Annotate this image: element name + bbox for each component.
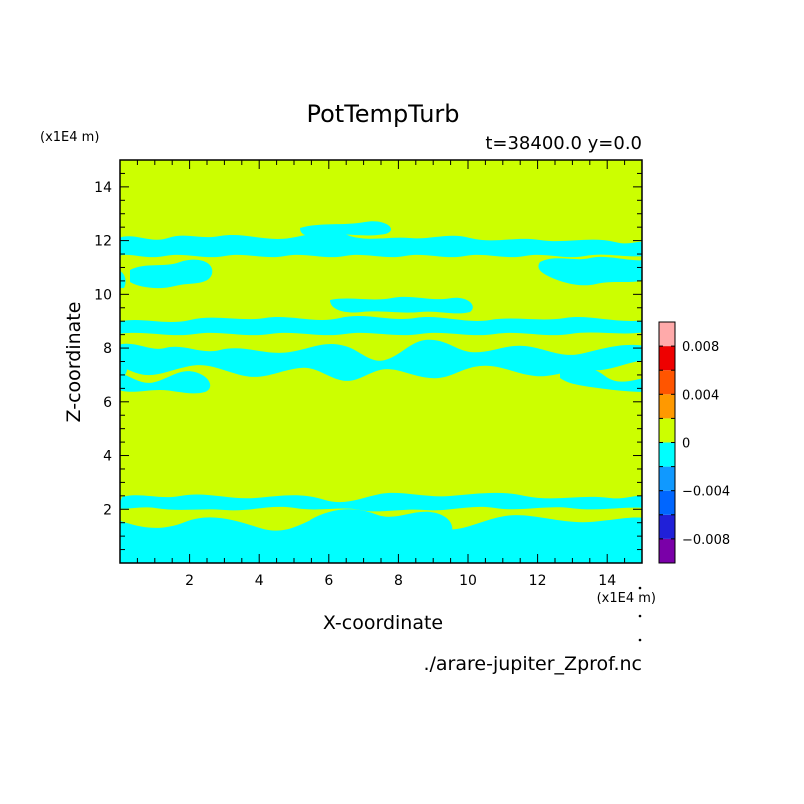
colorbar-swatch	[659, 514, 675, 539]
colorbar-tick-label: 0.004	[682, 388, 719, 403]
contour-region-upper-5	[120, 270, 126, 288]
y-tick-label: 12	[94, 234, 112, 250]
colorbar-swatch	[659, 346, 675, 371]
contour-region-upper-4	[538, 256, 642, 286]
chart-subtitle: t=38400.0 y=0.0	[485, 133, 642, 154]
colorbar-swatch	[659, 370, 675, 395]
colorbar-swatch	[659, 322, 675, 347]
contour-region-middle	[120, 316, 642, 336]
x-axis: 2 4 6 8 10 12 14	[136, 160, 626, 589]
contour-fill-layer	[120, 221, 642, 563]
decorative-markers	[638, 586, 642, 642]
y-tick-label: 4	[103, 449, 112, 465]
colorbar-tick-label: 0	[682, 437, 690, 452]
y-tick-label: 2	[103, 502, 112, 518]
y-tick-label: 14	[94, 180, 112, 196]
x-tick-label: 10	[459, 573, 477, 589]
contour-region-bottom-2	[120, 540, 642, 563]
colorbar-swatch	[659, 538, 675, 563]
contour-region-upper-2	[300, 221, 392, 237]
source-file-label: ./arare-jupiter_Zprof.nc	[423, 653, 642, 675]
contour-region-upper-3	[130, 259, 213, 289]
y-axis: 2 4 6 8 10 12 14	[94, 172, 642, 551]
x-tick-label: 8	[394, 573, 403, 589]
colorbar-swatch	[659, 394, 675, 419]
x-tick-label: 2	[185, 573, 194, 589]
colorbar-swatch	[659, 442, 675, 467]
contour-region-upper	[120, 232, 642, 258]
colorbar-swatch	[659, 490, 675, 515]
x-tick-label: 4	[255, 573, 264, 589]
contour-region-middle-4	[560, 365, 642, 392]
x-tick-label: 14	[598, 573, 616, 589]
colorbar-swatch	[659, 418, 675, 443]
colorbar-swatch	[659, 466, 675, 491]
y-axis-label: Z-coordinate	[63, 302, 85, 423]
y-tick-label: 10	[94, 287, 112, 303]
colorbar-tick-label: −0.008	[682, 533, 730, 548]
x-tick-label: 6	[324, 573, 333, 589]
y-tick-label: 8	[103, 341, 112, 357]
y-unit-label: (x1E4 m)	[40, 130, 99, 145]
contour-region-bottom-3	[120, 492, 642, 512]
colorbar-tick-label: −0.004	[682, 485, 730, 500]
x-tick-label: 12	[529, 573, 547, 589]
y-tick-label: 6	[103, 395, 112, 411]
contour-region-middle-5	[330, 296, 473, 314]
contour-region-bottom-4	[310, 509, 453, 542]
colorbar: 0.008 0.004 0 −0.004 −0.008	[658, 321, 730, 564]
chart-title: PotTempTurb	[307, 100, 460, 128]
colorbar-tick-label: 0.008	[682, 340, 719, 355]
x-axis-label: X-coordinate	[323, 612, 443, 634]
contour-region-middle-2	[120, 339, 642, 381]
x-unit-label: (x1E4 m)	[597, 591, 656, 606]
contour-region-middle-3	[120, 371, 211, 394]
